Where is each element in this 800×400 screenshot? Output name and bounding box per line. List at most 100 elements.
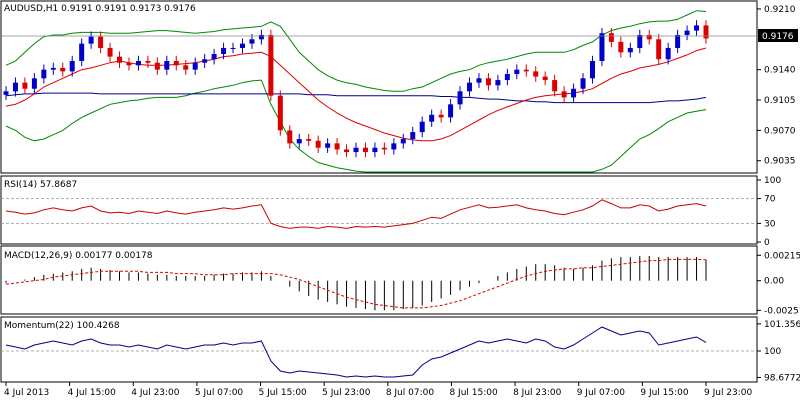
candle-body	[60, 67, 66, 72]
candle-body	[173, 60, 179, 66]
candle-body	[41, 69, 47, 79]
current-price-label: 0.9176	[762, 32, 794, 42]
candle-body	[258, 34, 264, 40]
candle-body	[3, 91, 9, 95]
candle-body	[476, 78, 482, 83]
candle-body	[12, 82, 18, 92]
candle-body	[268, 34, 274, 96]
rsi-label: RSI(14) 57.8687	[4, 180, 77, 190]
price-tick-label: 0.9210	[764, 5, 796, 15]
candle-body	[315, 140, 321, 148]
price-panel: 0.9210 0.9140 0.9105 0.9070 0.9035 0.9176 AU…	[0, 0, 798, 174]
rsi-tick-label: 100	[764, 176, 781, 186]
candle-body	[391, 143, 397, 150]
candle-body	[694, 25, 700, 31]
rsi-tick-label: 0	[764, 238, 770, 248]
candle-body	[126, 62, 132, 66]
candle-body	[192, 62, 198, 70]
time-tick-label: 4 Jul 2013	[4, 388, 49, 398]
candle-body	[88, 36, 94, 44]
momentum-series	[1, 326, 757, 378]
momentum-tick-label: 101.3566	[764, 320, 800, 330]
current-price-tag	[758, 29, 798, 42]
candle-body	[665, 47, 671, 60]
candle-body	[618, 41, 624, 53]
candle-body	[353, 147, 359, 153]
candle-body	[334, 143, 340, 150]
time-tick-label: 4 Jul 23:00	[131, 388, 180, 398]
momentum-tick-label: 100	[764, 347, 781, 357]
rsi-axis: 100 70 30 0	[757, 176, 781, 248]
time-tick-label: 5 Jul 07:00	[195, 388, 244, 398]
candle-body	[372, 147, 378, 153]
rsi-series	[1, 198, 757, 229]
candle-body	[249, 39, 255, 44]
rsi-line	[5, 199, 707, 229]
candle-body	[552, 80, 558, 92]
rsi-tick-label: 70	[764, 195, 776, 205]
bollinger-lower-line	[5, 79, 707, 173]
candle-body	[675, 34, 681, 48]
candle-body	[22, 82, 28, 89]
macd-axis: 0.00215 0.00 -0.00251	[757, 251, 800, 316]
momentum-tick-label: 98.6772	[764, 373, 800, 383]
candle-body	[145, 60, 151, 63]
candle-body	[362, 147, 368, 153]
time-tick-label: 9 Jul 07:00	[577, 388, 626, 398]
momentum-label: Momentum(22) 100.4268	[4, 321, 120, 331]
candle-body	[504, 73, 510, 81]
price-tick-label: 0.9105	[764, 96, 796, 106]
candle-body	[107, 47, 113, 57]
candle-body	[117, 56, 123, 63]
fast-ma-line	[5, 47, 707, 142]
candle-body	[277, 95, 283, 131]
price-series	[3, 10, 709, 173]
momentum-line	[5, 326, 707, 378]
time-axis: 4 Jul 2013 4 Jul 15:00 4 Jul 23:00 5 Jul 07…	[4, 382, 753, 398]
bollinger-upper-line	[5, 10, 707, 92]
rsi-panel: 100 70 30 0 RSI(14) 57.8687	[0, 175, 781, 248]
candle-body	[400, 139, 406, 144]
momentum-panel: 101.3566 100 98.6772 Momentum(22) 100.4268	[0, 316, 800, 383]
candle-body	[344, 149, 350, 153]
candle-body	[183, 65, 189, 70]
candle-body	[79, 43, 85, 61]
time-tick-label: 4 Jul 15:00	[68, 388, 117, 398]
candle-body	[514, 69, 520, 74]
macd-tick-label: -0.00251	[764, 306, 800, 316]
macd-signal-line	[5, 258, 707, 309]
candle-body	[419, 121, 425, 133]
price-tick-label: 0.9070	[764, 126, 796, 136]
candle-body	[239, 43, 245, 48]
candle-body	[656, 39, 662, 60]
price-tick-label: 0.9035	[764, 157, 796, 167]
candle-body	[135, 60, 141, 66]
candle-body	[703, 25, 709, 39]
candle-body	[495, 80, 501, 86]
candle-body	[69, 60, 75, 72]
candle-body	[561, 91, 567, 98]
macd-panel: 0.00215 0.00 -0.00251 MACD(12,26,9) 0.0017…	[0, 245, 800, 316]
candle-body	[448, 104, 454, 118]
time-tick-label: 8 Jul 07:00	[386, 388, 435, 398]
macd-label: MACD(12,26,9) 0.00177 0.00178	[4, 251, 153, 261]
candle-body	[381, 147, 387, 150]
momentum-axis: 101.3566 100 98.6772	[757, 320, 800, 383]
candle-body	[296, 139, 302, 144]
candle-body	[523, 69, 529, 72]
candle-body	[457, 91, 463, 105]
candle-body	[429, 114, 435, 122]
symbol-header: AUDUSD,H1 0.9191 0.9191 0.9173 0.9176	[4, 4, 196, 14]
candle-body	[325, 143, 331, 148]
candle-body	[542, 76, 548, 81]
candle-body	[287, 130, 293, 144]
candle-body	[627, 47, 633, 53]
candle-body	[306, 139, 312, 141]
candle-body	[164, 60, 170, 70]
rsi-tick-label: 30	[764, 219, 776, 229]
candle-body	[467, 82, 473, 92]
macd-tick-label: 0.00	[764, 277, 784, 287]
time-tick-label: 9 Jul 15:00	[640, 388, 689, 398]
candle-body	[608, 33, 614, 42]
